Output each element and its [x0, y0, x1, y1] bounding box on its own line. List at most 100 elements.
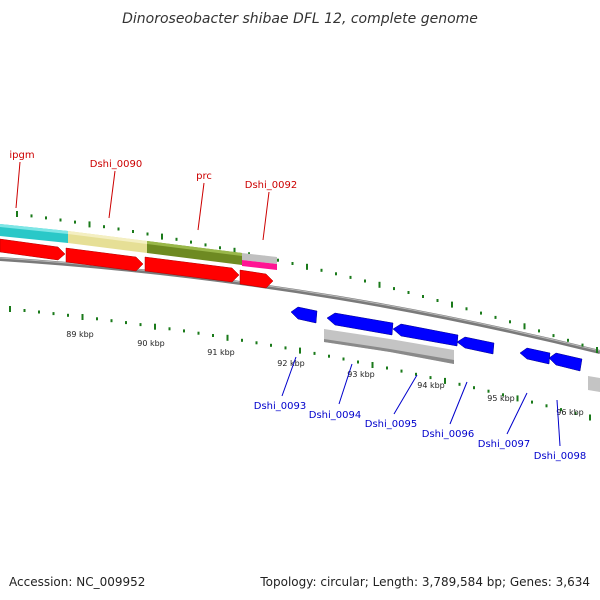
cds-arrow-forward-1 — [0, 238, 66, 261]
lower-minor-tick — [458, 382, 461, 386]
upper-major-tick — [306, 263, 308, 270]
upper-major-tick — [88, 221, 91, 228]
genome-backbone — [0, 257, 600, 354]
gene-label-dshi-0090[interactable]: Dshi_0090 — [90, 159, 142, 170]
upper-major-tick — [233, 247, 236, 254]
lower-minor-tick — [574, 412, 577, 415]
upper-minor-tick — [59, 218, 62, 222]
lower-major-tick — [154, 323, 156, 330]
gene-label-ipgm[interactable]: ipgm — [9, 150, 34, 161]
upper-minor-tick — [320, 268, 323, 272]
lower-minor-tick — [342, 357, 345, 361]
upper-minor-tick — [146, 232, 149, 236]
upper-minor-tick — [494, 315, 497, 319]
reverse-gene-labels: Dshi_0093 Dshi_0094 Dshi_0095 Dshi_0096 … — [254, 356, 586, 462]
scale-label: 89 kbp — [66, 330, 94, 339]
upper-minor-tick — [552, 334, 555, 338]
upper-minor-tick — [538, 329, 540, 333]
leader-line-ipgm — [15, 161, 21, 209]
upper-minor-tick — [422, 295, 424, 298]
upper-minor-tick — [407, 291, 410, 294]
cds-arrow-forward-4 — [239, 269, 274, 289]
gene-label-dshi-0092[interactable]: Dshi_0092 — [245, 180, 297, 191]
gene-label-dshi-0098[interactable]: Dshi_0098 — [534, 451, 586, 462]
lower-major-tick — [516, 395, 519, 402]
cds-arrow-reverse-1 — [290, 306, 318, 324]
upper-major-tick — [451, 301, 453, 308]
gene-band-gray-1 — [324, 329, 390, 352]
lower-minor-tick — [96, 317, 98, 321]
lower-minor-tick — [531, 400, 533, 404]
gene-label-dshi-0094[interactable]: Dshi_0094 — [309, 410, 361, 421]
gene-band-gray-2-shadow — [390, 349, 454, 364]
scale-label: 93 kbp — [347, 370, 375, 379]
upper-major-tick — [161, 233, 163, 240]
upper-minor-tick — [190, 240, 192, 244]
scale-label: 91 kbp — [207, 348, 235, 357]
upper-minor-tick — [364, 279, 366, 283]
leader-line-dshi-0097 — [506, 392, 528, 435]
lower-minor-tick — [38, 310, 40, 314]
cds-arrow-reverse-4 — [456, 336, 495, 355]
gene-band-ipgm-highlight — [0, 224, 68, 234]
cds-arrow-forward-3 — [144, 256, 240, 283]
forward-feature-bands — [0, 224, 277, 270]
scale-labels: 89 kbp 90 kbp 91 kbp 92 kbp 93 kbp 94 kb… — [66, 330, 584, 417]
lower-major-tick — [299, 347, 301, 354]
leader-line-dshi-0096 — [449, 381, 468, 425]
lower-minor-tick — [110, 319, 113, 323]
lower-minor-tick — [545, 404, 548, 408]
lower-tick-row — [9, 306, 591, 421]
scale-label: 95 kbp — [487, 394, 515, 403]
leader-line-dshi-0094 — [338, 363, 353, 405]
gene-label-dshi-0097[interactable]: Dshi_0097 — [478, 439, 530, 450]
upper-minor-tick — [45, 216, 47, 220]
upper-minor-tick — [175, 237, 178, 241]
upper-minor-tick — [277, 258, 279, 262]
lower-minor-tick — [125, 321, 127, 325]
leader-line-dshi-0092 — [262, 191, 270, 241]
upper-minor-tick — [393, 287, 395, 291]
lower-major-tick — [589, 414, 591, 421]
upper-minor-tick — [219, 246, 221, 250]
upper-minor-tick — [204, 243, 207, 247]
gene-label-dshi-0096[interactable]: Dshi_0096 — [422, 429, 474, 440]
gene-band-prc-highlight — [147, 241, 242, 256]
gene-band-dshi-0092-gray — [242, 253, 277, 264]
cds-arrow-reverse-2 — [326, 312, 394, 336]
upper-minor-tick — [30, 214, 33, 218]
scale-label: 90 kbp — [137, 339, 165, 348]
leader-line-prc — [197, 182, 205, 231]
lower-minor-tick — [284, 346, 287, 350]
lower-minor-tick — [400, 369, 403, 373]
map-title: Dinoroseobacter shibae DFL 12, complete … — [122, 11, 478, 27]
lower-minor-tick — [328, 354, 330, 358]
genome-summary-text: Topology: circular; Length: 3,789,584 bp… — [259, 575, 590, 589]
leader-line-dshi-0098 — [556, 399, 561, 447]
forward-gene-labels: ipgm Dshi_0090 prc Dshi_0092 — [9, 150, 297, 241]
upper-major-tick — [16, 211, 18, 217]
cds-arrow-forward-2 — [65, 247, 144, 272]
leader-line-dshi-0095 — [393, 374, 418, 415]
scale-label: 92 kbp — [277, 359, 305, 368]
lower-minor-tick — [415, 372, 417, 376]
cds-arrow-reverse-6 — [548, 352, 583, 372]
lower-minor-tick — [183, 329, 185, 333]
gene-label-prc[interactable]: prc — [196, 171, 212, 182]
lower-minor-tick — [560, 408, 562, 412]
lower-minor-tick — [473, 386, 475, 390]
lower-major-tick — [9, 306, 11, 312]
lower-minor-tick — [212, 334, 214, 337]
upper-minor-tick — [74, 220, 76, 224]
reverse-feature-bands — [324, 329, 600, 392]
lower-minor-tick — [67, 313, 69, 317]
cds-arrow-reverse-5 — [519, 347, 551, 365]
upper-major-tick — [523, 323, 526, 330]
gene-label-dshi-0093[interactable]: Dshi_0093 — [254, 401, 306, 412]
upper-major-tick — [596, 347, 598, 353]
gene-label-dshi-0095[interactable]: Dshi_0095 — [365, 419, 417, 430]
reverse-cds-arrows — [290, 306, 583, 372]
upper-minor-tick — [335, 272, 337, 276]
upper-minor-tick — [103, 225, 105, 229]
